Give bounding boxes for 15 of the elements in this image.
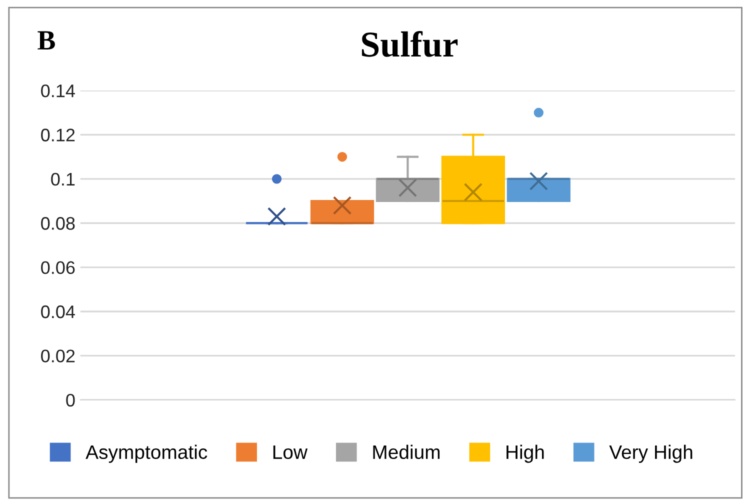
y-tick-label: 0.08: [41, 217, 75, 230]
y-tick-label: 0.14: [41, 84, 75, 98]
y-tick-label: 0.12: [41, 128, 75, 142]
legend-label: Asymptomatic: [86, 444, 208, 463]
y-tick-label: 0.06: [41, 261, 75, 274]
y-tick-label: 0.02: [41, 350, 75, 362]
legend-label: Medium: [373, 444, 440, 460]
text: B: [38, 31, 55, 50]
y-tick-label: 0.1: [51, 172, 75, 186]
legend-label: Low: [273, 445, 308, 460]
chart-title: Sulfur: [362, 31, 458, 57]
y-tick-label: 0.04: [41, 305, 75, 318]
legend-label: High: [506, 444, 544, 463]
y-tick-label: 0: [66, 394, 75, 407]
legend-label: Very High: [609, 444, 692, 463]
